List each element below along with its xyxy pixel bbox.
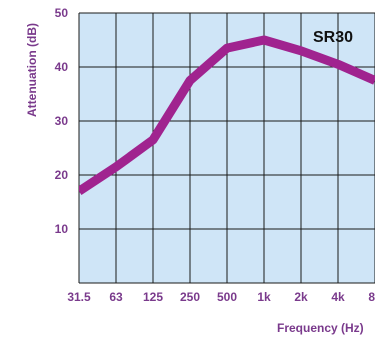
y-axis-title: Attenuation (dB) [25, 23, 39, 117]
series-label: SR30 [313, 29, 353, 46]
grid-lines [78, 12, 375, 284]
y-tick-labels: 10 20 30 40 50 [55, 6, 69, 236]
x-tick-label: 2k [294, 290, 308, 304]
x-tick-label: 1k [257, 290, 271, 304]
y-tick-label: 10 [55, 222, 69, 236]
x-tick-label: 4k [331, 290, 345, 304]
x-tick-label: 500 [217, 290, 237, 304]
x-tick-label: 8k [368, 290, 375, 304]
series-group [79, 35, 375, 195]
x-tick-label: 250 [180, 290, 200, 304]
y-tick-label: 40 [55, 60, 69, 74]
x-tick-labels: 31.5 63 125 250 500 1k 2k 4k 8k [67, 290, 375, 304]
x-tick-label: 63 [109, 290, 123, 304]
y-tick-label: 50 [55, 6, 69, 20]
x-tick-label: 125 [143, 290, 163, 304]
x-tick-label: 31.5 [67, 290, 91, 304]
series-line-sr30 [79, 35, 375, 195]
x-axis-title: Frequency (Hz) [277, 321, 364, 335]
y-tick-label: 20 [55, 168, 69, 182]
y-tick-label: 30 [55, 114, 69, 128]
